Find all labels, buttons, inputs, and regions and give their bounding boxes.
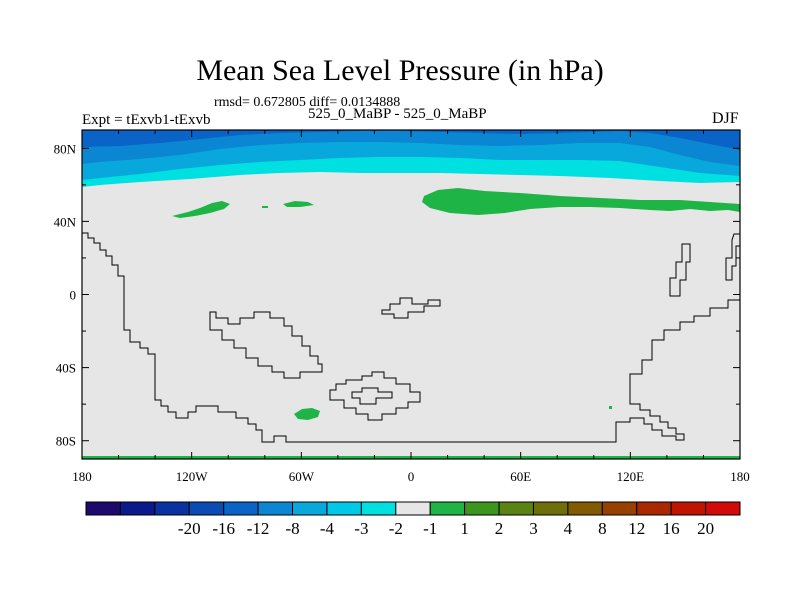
colorbar-level-label: -16 (212, 519, 235, 538)
colorbar (85, 501, 741, 516)
colorbar-swatch (292, 501, 328, 516)
y-tick-label: 40N (54, 214, 77, 229)
stats-text: rmsd= 0.672805 diff= 0.0134888 (214, 95, 401, 110)
coastline-landmass-central (209, 311, 323, 379)
colorbar-swatch (567, 501, 603, 516)
colorbar-level-label: -4 (320, 519, 335, 538)
axis-tick-labels: 180 120W 60W 0 60E 120E 180 80N 40N 0 40S 80S (54, 141, 750, 484)
colorbar-swatch (326, 501, 362, 516)
colorbar-level-label: -20 (178, 519, 201, 538)
colorbar-swatch (429, 501, 466, 516)
colorbar-swatch (119, 501, 156, 516)
axis-ticks (81, 130, 741, 459)
coastline-western-continent (82, 232, 740, 443)
colorbar-level-label: -12 (247, 519, 270, 538)
positive-anomaly-eurasia (422, 188, 740, 215)
coastline-landmass-small (381, 297, 441, 319)
colorbar-swatch (395, 501, 431, 516)
coastline-outlines (82, 232, 740, 443)
colorbar-level-label: 4 (564, 519, 573, 538)
x-tick-label: 60E (510, 469, 531, 484)
polar-band-mid-region (82, 130, 740, 166)
colorbar-level-label: 16 (663, 519, 680, 538)
colorbar-swatch (85, 501, 121, 516)
y-tick-label: 40S (56, 361, 76, 376)
colorbar-swatch (223, 501, 259, 516)
y-tick-label: 80S (56, 434, 76, 449)
colorbar-swatch (498, 501, 534, 516)
x-tick-label: 180 (72, 469, 92, 484)
x-tick-label: 0 (408, 469, 415, 484)
colorbar-level-label: 8 (598, 519, 607, 538)
coastline-island-east (669, 243, 691, 297)
y-tick-label: 0 (70, 288, 77, 303)
colorbar-level-label: 20 (697, 519, 714, 538)
colorbar-swatch (601, 501, 638, 516)
colorbar-level-label: -1 (423, 519, 437, 538)
chart-subtitle: 525_0_MaBP - 525_0_MaBP (308, 106, 487, 122)
colorbar-swatch (188, 501, 225, 516)
colorbar-level-label: 1 (460, 519, 469, 538)
colorbar-level-label: 3 (529, 519, 538, 538)
colorbar-swatch (636, 501, 672, 516)
positive-anomaly-america-west (172, 201, 230, 218)
colorbar-swatch (670, 501, 707, 516)
positive-anomaly-atlantic (294, 408, 320, 420)
colorbar-labels: -20 -16 -12 -8 -4 -3 -2 -1 1 2 3 4 8 12 16 20 (178, 519, 714, 538)
colorbar-level-label: -3 (354, 519, 368, 538)
positive-anomaly-america-mid (283, 201, 314, 207)
x-tick-label: 120E (617, 469, 645, 484)
colorbar-swatch (257, 501, 294, 516)
x-tick-label: 180 (730, 469, 750, 484)
chart-title: Mean Sea Level Pressure (in hPa) (196, 54, 604, 87)
coastline-island-far-east (725, 233, 740, 281)
colorbar-level-label: -8 (285, 519, 299, 538)
colorbar-level-label: 2 (495, 519, 504, 538)
coastline-landmass-south-inner (351, 387, 393, 405)
colorbar-swatch (154, 501, 190, 516)
colorbar-level-label: 12 (628, 519, 645, 538)
colorbar-swatch (360, 501, 397, 516)
colorbar-level-label: -2 (389, 519, 403, 538)
positive-anomaly-dot (262, 206, 268, 208)
colorbar-swatch (532, 501, 569, 516)
y-tick-label: 80N (54, 141, 77, 156)
colorbar-swatch (705, 501, 741, 516)
experiment-label: Expt = tExvb1-tExvb (82, 112, 211, 128)
polar-band-deep-region (82, 130, 740, 150)
positive-anomaly-speck (609, 406, 612, 409)
coastline-landmass-south (329, 371, 421, 421)
season-label: DJF (712, 110, 739, 127)
x-tick-label: 120W (176, 469, 209, 484)
x-tick-label: 60W (289, 469, 315, 484)
colorbar-swatch (464, 501, 500, 516)
map-field (82, 130, 740, 459)
